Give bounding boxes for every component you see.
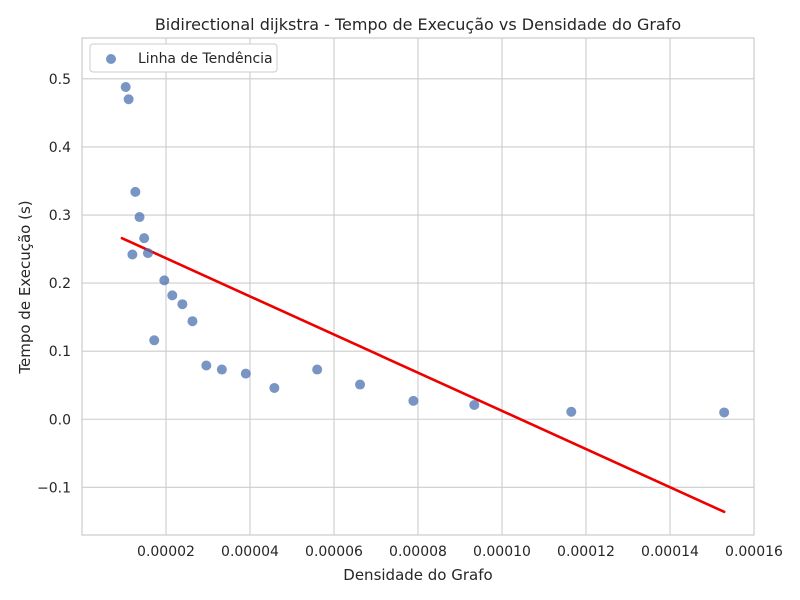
x-tick-label: 0.00006 <box>305 544 363 560</box>
scatter-point <box>167 290 178 301</box>
scatter-point <box>566 406 577 417</box>
y-tick-labels: −0.1 0.0 0.1 0.2 0.3 0.4 0.5 <box>37 72 71 496</box>
scatter-point <box>201 360 212 371</box>
x-tick-label: 0.00012 <box>557 544 615 560</box>
scatter-point <box>312 364 323 375</box>
x-tick-labels: 0.00002 0.00004 0.00006 0.00008 0.00010 0.000… <box>137 544 783 560</box>
scatter-point <box>216 364 227 375</box>
scatter-point <box>127 249 138 260</box>
legend: Linha de Tendência <box>89 43 278 73</box>
x-tick-label: 0.00008 <box>389 544 447 560</box>
trend-line <box>120 236 726 514</box>
x-tick-label: 0.00004 <box>221 544 279 560</box>
scatter-point <box>269 382 280 393</box>
scatter-point <box>355 379 366 390</box>
y-tick-label: 0.2 <box>49 276 71 292</box>
x-tick-label: 0.00016 <box>725 544 783 560</box>
scatter-point <box>139 233 150 244</box>
scatter-point <box>149 335 160 346</box>
scatter-point <box>469 399 480 410</box>
scatter-point <box>408 395 419 406</box>
scatter-point <box>177 299 188 310</box>
scatter-point <box>187 316 198 327</box>
y-tick-label: 0.4 <box>49 140 71 156</box>
legend-box <box>89 43 278 73</box>
legend-marker <box>106 54 116 64</box>
scatter-point <box>159 275 170 286</box>
trend-layer <box>120 236 726 514</box>
chart-title: Bidirectional dijkstra - Tempo de Execuç… <box>155 15 681 34</box>
scatter-point <box>134 212 145 223</box>
x-tick-label: 0.00014 <box>641 544 699 560</box>
x-axis-title: Densidade do Grafo <box>343 566 492 584</box>
points-layer <box>120 82 730 418</box>
scatter-point <box>719 407 730 418</box>
scatter-point <box>130 186 141 197</box>
y-tick-label: 0.3 <box>49 208 71 224</box>
x-tick-label: 0.00002 <box>137 544 195 560</box>
scatter-point <box>123 94 134 105</box>
legend-label: Linha de Tendência <box>138 51 273 67</box>
y-tick-label: 0.5 <box>49 72 71 88</box>
plot-frame <box>81 37 755 536</box>
y-tick-label: −0.1 <box>37 480 71 496</box>
y-axis-title: Tempo de Execução (s) <box>16 200 34 374</box>
scatter-point <box>120 82 131 93</box>
y-tick-label: 0.0 <box>49 412 71 428</box>
x-tick-label: 0.00010 <box>473 544 531 560</box>
scatter-point <box>142 248 153 259</box>
grid-layer <box>82 38 754 535</box>
y-tick-label: 0.1 <box>49 344 71 360</box>
scatter-point <box>240 368 251 379</box>
